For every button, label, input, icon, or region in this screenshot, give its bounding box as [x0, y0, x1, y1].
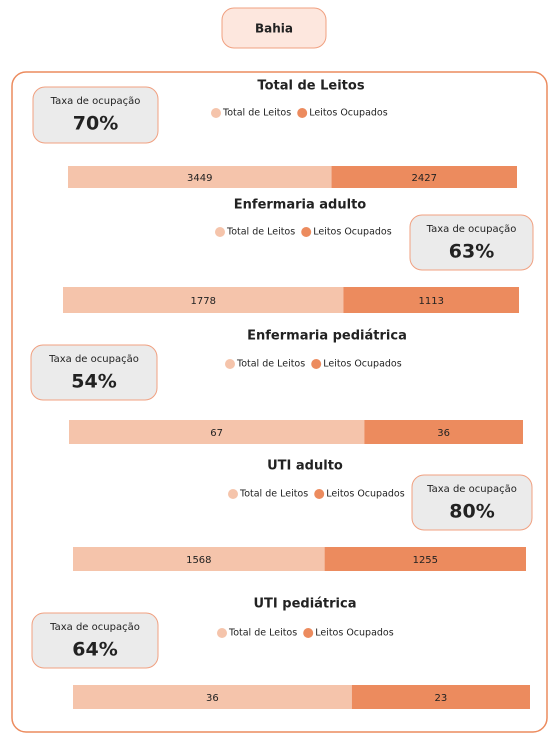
kpi-value: 63% — [449, 241, 494, 263]
kpi-label: Taxa de ocupação — [426, 484, 517, 495]
kpi-card — [31, 612, 159, 669]
legend-label: Leitos Ocupados — [323, 359, 402, 370]
legend-dot — [297, 108, 308, 118]
data-label: 1113 — [418, 296, 443, 307]
kpi-label: Taxa de ocupação — [50, 96, 141, 107]
bar-segment — [351, 685, 530, 709]
bar-segment — [331, 166, 517, 188]
legend-label: Leitos Ocupados — [326, 489, 405, 500]
chart-title: UTI pediátrica — [253, 597, 356, 612]
legend-label: Total de Leitos — [239, 489, 308, 500]
data-label: 3449 — [187, 173, 212, 184]
legend-dot — [215, 227, 225, 237]
bar-segment — [324, 547, 526, 571]
legend-dot — [211, 108, 221, 118]
data-label: 2427 — [412, 173, 437, 184]
data-label: 36 — [437, 428, 450, 439]
data-label: 1255 — [413, 555, 438, 566]
legend-label: Leitos Ocupados — [315, 628, 394, 639]
legend-label: Total de Leitos — [222, 108, 291, 119]
bar-segment — [343, 287, 519, 313]
legend-dot — [311, 359, 322, 369]
kpi-card — [32, 86, 159, 144]
data-label: 67 — [210, 428, 223, 439]
bar-segment — [68, 166, 332, 188]
kpi-label: Taxa de ocupação — [49, 622, 140, 633]
bar-segment — [69, 420, 365, 444]
kpi-value: 64% — [72, 639, 117, 661]
data-label: 36 — [206, 693, 219, 704]
panel — [11, 71, 548, 733]
kpi-label: Taxa de ocupação — [48, 354, 139, 365]
bar-segment — [364, 420, 523, 444]
data-label: 1568 — [186, 555, 211, 566]
kpi-value: 70% — [73, 113, 118, 135]
chart-title: Total de Leitos — [257, 79, 364, 94]
kpi-card — [409, 214, 534, 271]
data-label: 1778 — [190, 296, 215, 307]
legend-dot — [303, 628, 314, 638]
bar-segment — [73, 685, 352, 709]
legend-label: Leitos Ocupados — [309, 108, 388, 119]
kpi-label: Taxa de ocupação — [426, 224, 517, 235]
header-title: Bahia — [255, 22, 293, 36]
kpi-value: 80% — [449, 501, 494, 523]
legend-dot — [217, 628, 227, 638]
chart-title: Enfermaria pediátrica — [247, 329, 407, 344]
legend-label: Total de Leitos — [236, 359, 305, 370]
bar-segment — [73, 547, 325, 571]
legend-dot — [314, 489, 325, 499]
legend-label: Total de Leitos — [226, 227, 295, 238]
legend-dot — [225, 359, 235, 369]
chart-title: UTI adulto — [267, 459, 343, 474]
header-pill — [221, 7, 327, 49]
kpi-value: 54% — [71, 371, 116, 393]
legend-label: Total de Leitos — [228, 628, 297, 639]
kpi-card — [30, 344, 158, 401]
data-label: 23 — [435, 693, 448, 704]
legend-label: Leitos Ocupados — [313, 227, 392, 238]
bar-segment — [63, 287, 344, 313]
legend-dot — [301, 227, 312, 237]
kpi-card — [411, 474, 533, 531]
legend-dot — [228, 489, 238, 499]
chart-title: Enfermaria adulto — [234, 198, 367, 213]
